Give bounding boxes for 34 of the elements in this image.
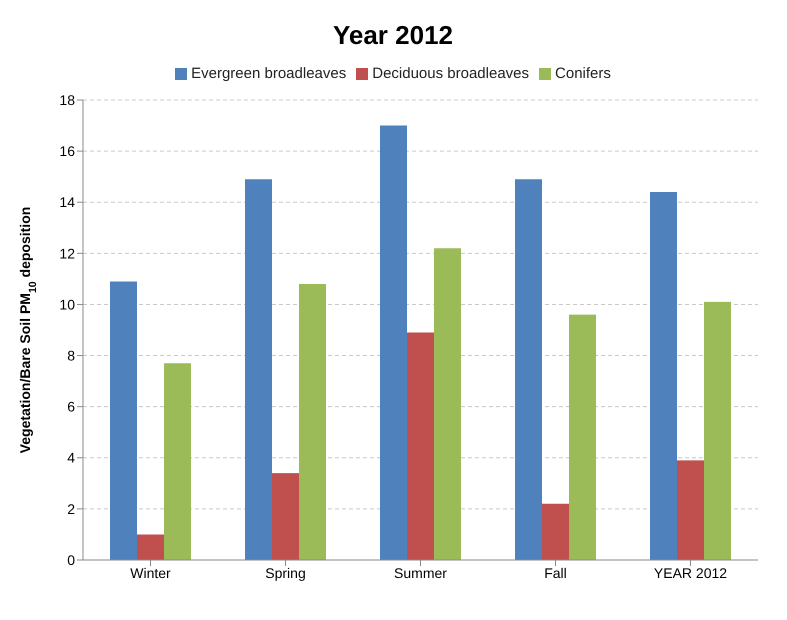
- bar: [650, 192, 677, 560]
- x-tick-label: Spring: [265, 564, 306, 581]
- x-tick-label: Fall: [544, 564, 567, 581]
- bar: [407, 332, 434, 560]
- legend-label: Deciduous broadleaves: [372, 65, 530, 82]
- x-tick-label: Summer: [394, 564, 448, 581]
- bar: [704, 302, 731, 560]
- bar: [569, 314, 596, 560]
- bar: [245, 179, 272, 560]
- bar: [272, 473, 299, 560]
- y-tick-label: 10: [59, 296, 76, 312]
- y-tick-label: 6: [67, 398, 76, 415]
- bar: [515, 179, 542, 560]
- bar: [299, 284, 326, 560]
- bar: [110, 281, 137, 560]
- bar: [164, 363, 191, 560]
- y-tick-label: 18: [59, 92, 76, 108]
- y-tick-label: 0: [67, 552, 76, 568]
- bar: [434, 248, 461, 560]
- legend-label: Evergreen broadleaves: [191, 65, 346, 82]
- legend-label: Conifers: [555, 65, 611, 82]
- y-tick-label: 14: [59, 194, 76, 210]
- y-tick-label: 8: [67, 348, 76, 364]
- y-tick-label: 12: [59, 245, 76, 262]
- bar: [137, 534, 164, 560]
- x-tick-label: Winter: [130, 564, 172, 581]
- y-tick-label: 4: [67, 450, 76, 466]
- bar: [677, 460, 704, 560]
- bar: [380, 126, 407, 560]
- y-tick-label: 16: [59, 143, 76, 160]
- y-tick-label: 2: [67, 500, 76, 517]
- bar: [542, 504, 569, 560]
- x-tick-label: YEAR 2012: [654, 564, 728, 581]
- chart-title: Year 2012: [332, 19, 454, 52]
